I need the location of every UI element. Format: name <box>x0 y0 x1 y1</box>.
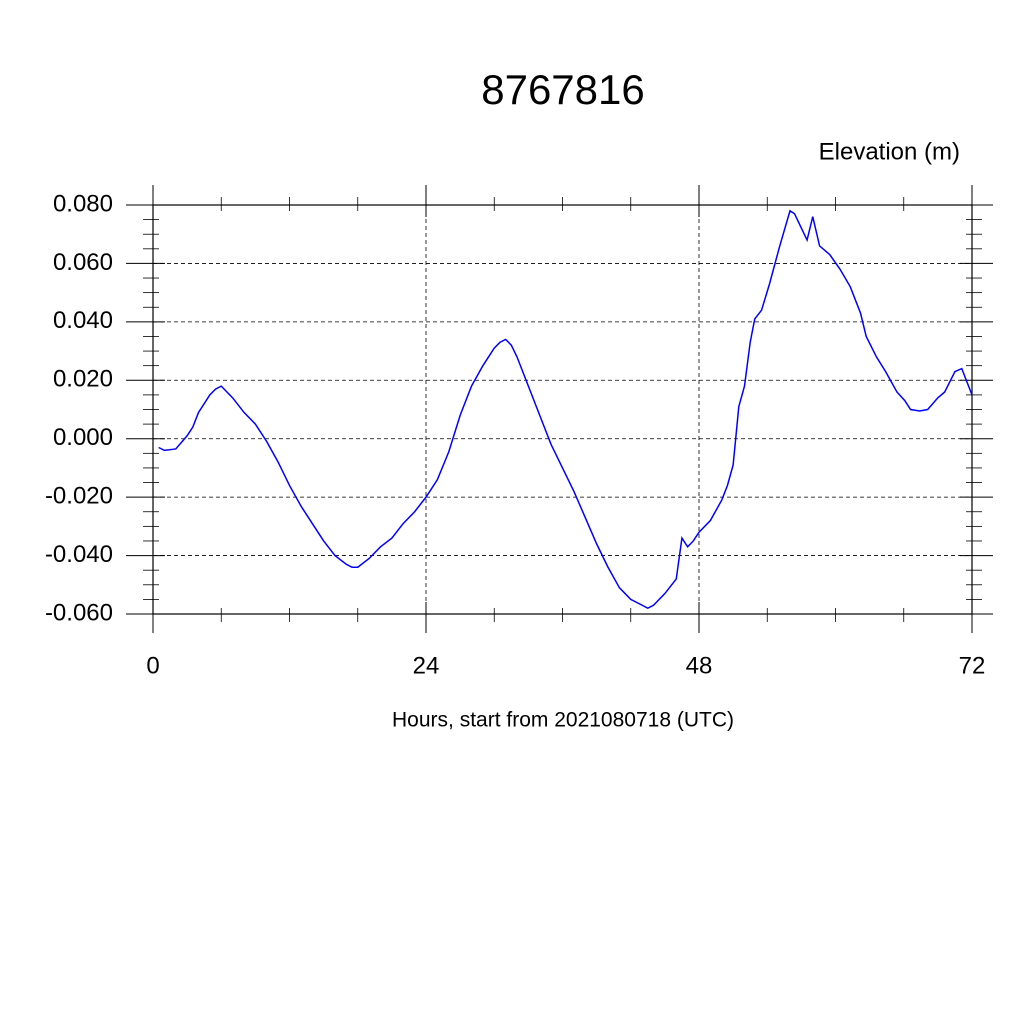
y-tick-label: 0.020 <box>53 366 113 393</box>
y-tick-label: 0.080 <box>53 190 113 217</box>
x-tick-label: 0 <box>146 652 159 679</box>
plot-frame <box>152 204 973 615</box>
y-tick-label: -0.040 <box>45 541 113 568</box>
x-tick-label: 48 <box>686 652 713 679</box>
y-tick-label: 0.000 <box>53 424 113 451</box>
y-tick-label: -0.020 <box>45 482 113 509</box>
y-tick-label: 0.060 <box>53 249 113 276</box>
x-tick-label: 72 <box>959 652 986 679</box>
data-line <box>158 209 973 610</box>
x-tick-label: 24 <box>413 652 440 679</box>
y-axis-label: Elevation (m) <box>819 138 960 165</box>
x-axis-label: Hours, start from 2021080718 (UTC) <box>392 709 734 732</box>
y-tick-label: -0.060 <box>45 599 113 626</box>
y-tick-label: 0.040 <box>53 307 113 334</box>
chart-title: 8767816 <box>481 66 645 113</box>
